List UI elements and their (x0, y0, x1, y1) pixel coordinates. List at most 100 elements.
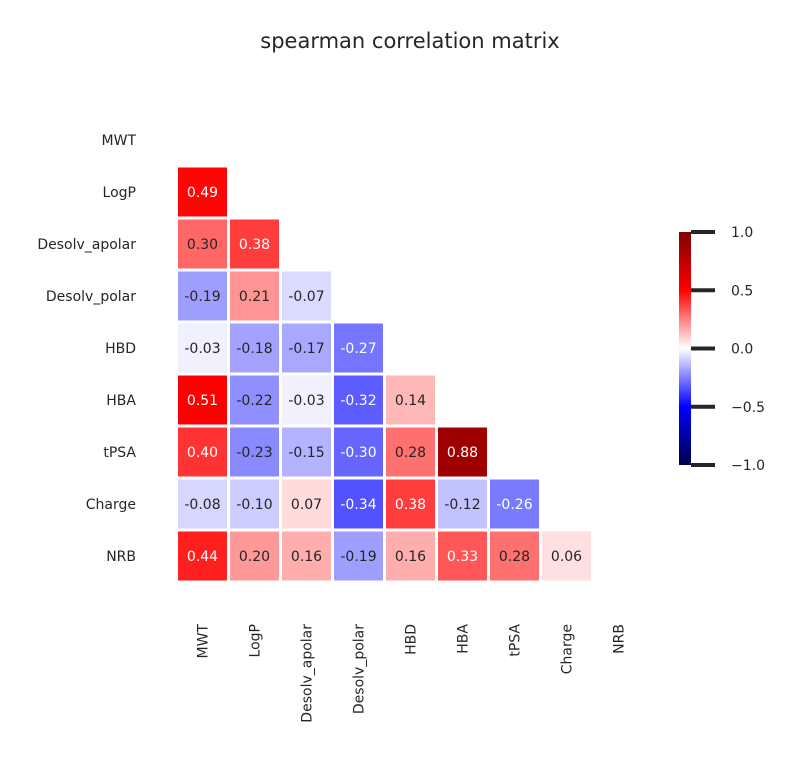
cell-value-label: -0.30 (340, 445, 376, 461)
x-tick-label: HBA (456, 624, 472, 654)
heatmap-cell (230, 427, 279, 477)
heatmap-cell (178, 375, 227, 425)
chart-title: spearman correlation matrix (260, 29, 559, 53)
cell-value-label: -0.17 (288, 341, 324, 357)
y-axis-tick-labels: MWT LogP Desolv_apolar Desolv_polar HBD HBA tP… (37, 133, 136, 565)
y-tick-label: Desolv_apolar (37, 237, 136, 253)
cell-value-label: 0.30 (187, 237, 218, 253)
heatmap-cell (334, 479, 383, 529)
x-tick-label: LogP (248, 624, 264, 657)
heatmap-cell (282, 323, 331, 373)
cell-value-label: 0.28 (395, 445, 426, 461)
cell-value-label: -0.15 (288, 445, 324, 461)
x-tick-label: MWT (196, 624, 212, 659)
colorbar-tick-label: 0.5 (731, 283, 753, 299)
heatmap-cell (230, 271, 279, 321)
heatmap-cell (230, 531, 279, 581)
cell-value-label: 0.88 (447, 445, 478, 461)
heatmap-cell (490, 531, 539, 581)
cell-value-label: 0.38 (395, 497, 426, 513)
heatmap-cell (230, 479, 279, 529)
colorbar-tick-label: −1.0 (731, 458, 765, 474)
cell-value-label: 0.38 (239, 237, 270, 253)
heatmap-cell (386, 531, 435, 581)
cell-value-label: 0.07 (291, 497, 322, 513)
cell-value-label: -0.19 (340, 549, 376, 565)
heatmap-cell (490, 479, 539, 529)
y-tick-label: tPSA (103, 445, 136, 461)
cell-value-label: 0.40 (187, 445, 218, 461)
heatmap-cell (438, 427, 487, 477)
x-tick-label: Charge (560, 624, 576, 674)
heatmap-cell (230, 219, 279, 269)
heatmap-cell (178, 479, 227, 529)
y-tick-label: HBD (105, 341, 136, 357)
cell-value-label: 0.14 (395, 393, 426, 409)
colorbar-tick-label: 0.0 (731, 342, 753, 358)
heatmap-cell (178, 167, 227, 217)
colorbar-tick-label: −0.5 (731, 400, 765, 416)
x-tick-label: Desolv_polar (352, 624, 368, 714)
heatmap-cell (282, 375, 331, 425)
cell-value-label: -0.10 (236, 497, 272, 513)
cell-value-label: -0.07 (288, 289, 324, 305)
heatmap-cell (282, 479, 331, 529)
heatmap-cell (282, 427, 331, 477)
cell-value-label: 0.21 (239, 289, 270, 305)
heatmap-cell (282, 271, 331, 321)
colorbar-gradient (679, 232, 691, 465)
colorbar: 1.0 0.5 0.0 −0.5 −1.0 (679, 225, 765, 474)
cell-value-label: -0.08 (184, 497, 220, 513)
y-tick-label: MWT (102, 133, 137, 149)
cell-value-label: -0.34 (340, 497, 376, 513)
x-tick-label: tPSA (508, 624, 524, 657)
heatmap-cell (386, 375, 435, 425)
cell-value-label: -0.32 (340, 393, 376, 409)
heatmap-cell (230, 375, 279, 425)
heatmap-cell (438, 531, 487, 581)
x-tick-label: HBD (404, 624, 420, 655)
x-axis-tick-labels: MWT LogP Desolv_apolar Desolv_polar HBD HBA tP… (196, 624, 628, 723)
cell-value-label: -0.23 (236, 445, 272, 461)
heatmap-cell (334, 375, 383, 425)
cell-value-label: 0.51 (187, 393, 218, 409)
heatmap-cell (178, 531, 227, 581)
y-tick-label: HBA (106, 393, 136, 409)
y-tick-label: LogP (103, 185, 136, 201)
heatmap-cell (178, 323, 227, 373)
y-tick-label: Desolv_polar (46, 289, 136, 305)
cell-value-label: -0.26 (496, 497, 532, 513)
cell-value-label: 0.33 (447, 549, 478, 565)
heatmap-cell (282, 531, 331, 581)
y-tick-label: Charge (86, 497, 136, 513)
heatmap-cell (334, 531, 383, 581)
cell-value-label: -0.22 (236, 393, 272, 409)
x-tick-label: Desolv_apolar (300, 624, 316, 723)
heatmap-cell (334, 427, 383, 477)
cell-value-label: -0.18 (236, 341, 272, 357)
colorbar-tick-label: 1.0 (731, 225, 753, 241)
y-tick-label: NRB (106, 549, 136, 565)
cell-value-label: -0.03 (288, 393, 324, 409)
heatmap-cell (178, 219, 227, 269)
heatmap-cell (386, 479, 435, 529)
cell-value-label: -0.03 (184, 341, 220, 357)
cell-value-label: -0.12 (444, 497, 480, 513)
heatmap-cell (334, 323, 383, 373)
cell-value-label: -0.19 (184, 289, 220, 305)
cell-value-label: 0.06 (551, 549, 582, 565)
cell-value-label: 0.44 (187, 549, 218, 565)
cell-value-label: -0.27 (340, 341, 376, 357)
cell-value-label: 0.20 (239, 549, 270, 565)
heatmap-cell (230, 323, 279, 373)
heatmap-cell (178, 271, 227, 321)
heatmap-cell (438, 479, 487, 529)
heatmap-cell (178, 427, 227, 477)
cell-value-label: 0.16 (395, 549, 426, 565)
cell-value-label: 0.49 (187, 185, 218, 201)
cell-value-label: 0.28 (499, 549, 530, 565)
x-tick-label: NRB (612, 624, 628, 654)
cell-value-label: 0.16 (291, 549, 322, 565)
heatmap-cell (542, 531, 591, 581)
